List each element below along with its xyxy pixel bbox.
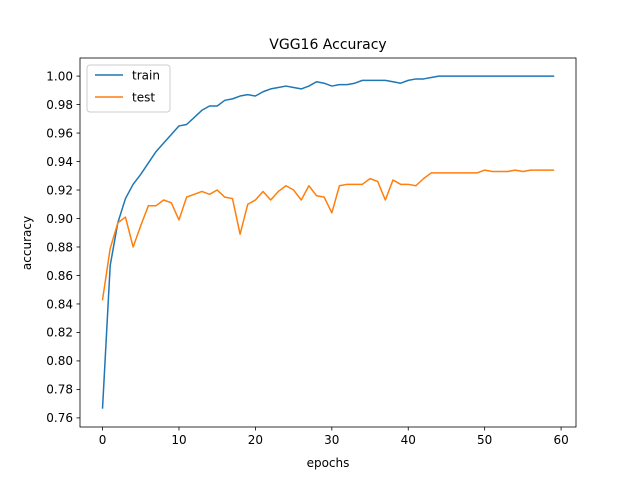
y-tick-label: 0.80 xyxy=(46,354,73,368)
y-tick-label: 1.00 xyxy=(46,69,73,83)
x-tick-label: 50 xyxy=(477,433,492,447)
series-line-test xyxy=(101,169,555,301)
x-tick-label: 30 xyxy=(324,433,339,447)
y-tick-label: 0.86 xyxy=(46,269,73,283)
x-tick-label: 20 xyxy=(248,433,263,447)
y-tick-label: 0.84 xyxy=(46,297,73,311)
y-tick-label: 0.94 xyxy=(46,155,73,169)
x-tick-label: 10 xyxy=(171,433,186,447)
y-tick-label: 0.96 xyxy=(46,126,73,140)
y-axis-label: accuracy xyxy=(20,216,34,270)
y-tick-label: 0.92 xyxy=(46,183,73,197)
y-tick-label: 0.82 xyxy=(46,326,73,340)
chart-title: VGG16 Accuracy xyxy=(269,37,386,53)
axes-frame xyxy=(79,57,577,428)
y-tick-label: 0.78 xyxy=(46,383,73,397)
series-line-train xyxy=(101,75,555,409)
x-tick-label: 40 xyxy=(401,433,416,447)
y-tick-label: 0.88 xyxy=(46,240,73,254)
y-tick-label: 0.90 xyxy=(46,212,73,226)
legend-label-test: test xyxy=(132,91,155,105)
plot-area: 0 10 20 30 40 50 60 0.76 0.78 0.80 0.82 0.84 0.86 0.8… xyxy=(46,57,577,447)
x-tick-label: 60 xyxy=(553,433,568,447)
legend: train test xyxy=(86,64,171,113)
x-tick-label: 0 xyxy=(99,433,107,447)
legend-box xyxy=(86,64,171,113)
y-tick-label: 0.76 xyxy=(46,411,73,425)
legend-label-train: train xyxy=(132,69,160,83)
y-tick-label: 0.98 xyxy=(46,98,73,112)
x-axis-label: epochs xyxy=(307,456,350,470)
